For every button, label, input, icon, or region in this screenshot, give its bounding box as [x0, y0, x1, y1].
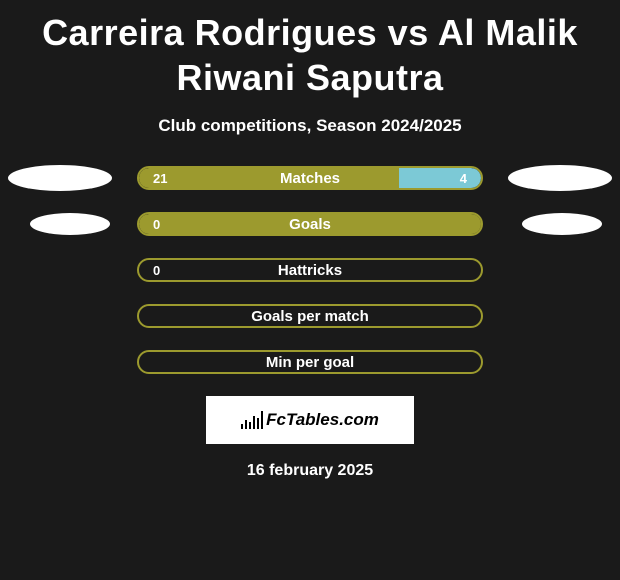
stat-row: 0Goals	[0, 212, 620, 236]
player-right-ellipse	[508, 165, 612, 191]
stat-row: 0Hattricks	[0, 258, 620, 282]
stats-section: 214Matches 0Goals 0Hattricks Goals per matc…	[0, 166, 620, 374]
date-label: 16 february 2025	[0, 462, 620, 480]
stat-bar: Min per goal	[137, 350, 483, 374]
page-title: Carreira Rodrigues vs Al Malik Riwani Sa…	[0, 10, 620, 110]
stat-label: Matches	[139, 170, 481, 187]
logo-bars-icon	[241, 411, 263, 429]
stat-row: Goals per match	[0, 304, 620, 328]
stat-label: Hattricks	[139, 262, 481, 279]
stat-label: Goals per match	[139, 308, 481, 325]
stat-label: Goals	[139, 216, 481, 233]
stat-label: Min per goal	[139, 354, 481, 371]
stat-bar: 0Hattricks	[137, 258, 483, 282]
logo-box[interactable]: FcTables.com	[206, 396, 414, 444]
subtitle: Club competitions, Season 2024/2025	[0, 116, 620, 136]
logo-text: FcTables.com	[266, 410, 379, 430]
player-left-ellipse	[30, 213, 110, 235]
stat-bar: 0Goals	[137, 212, 483, 236]
stat-bar: 214Matches	[137, 166, 483, 190]
player-right-ellipse	[522, 213, 602, 235]
stat-bar: Goals per match	[137, 304, 483, 328]
stat-row: Min per goal	[0, 350, 620, 374]
comparison-card: Carreira Rodrigues vs Al Malik Riwani Sa…	[0, 0, 620, 480]
fctables-logo: FcTables.com	[241, 410, 379, 430]
player-left-ellipse	[8, 165, 112, 191]
stat-row: 214Matches	[0, 166, 620, 190]
